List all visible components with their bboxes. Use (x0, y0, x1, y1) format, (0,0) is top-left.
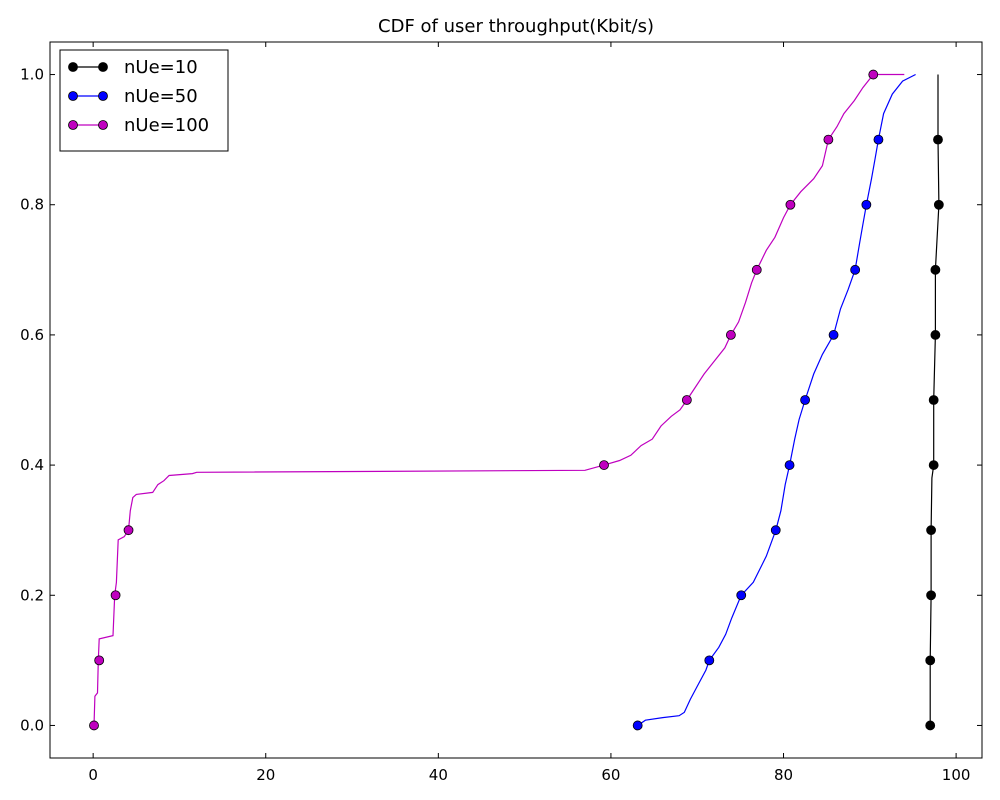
data-point (926, 721, 935, 730)
data-point (682, 396, 691, 405)
data-point (771, 526, 780, 535)
data-point (752, 265, 761, 274)
data-point (786, 200, 795, 209)
data-point (824, 135, 833, 144)
data-point (851, 265, 860, 274)
chart-title: CDF of user throughput(Kbit/s) (378, 16, 654, 37)
y-tick-label: 0.8 (20, 196, 44, 214)
data-point (934, 200, 943, 209)
data-point (862, 200, 871, 209)
data-point (600, 461, 609, 470)
data-point (785, 461, 794, 470)
data-point (801, 396, 810, 405)
data-point (705, 656, 714, 665)
data-point (829, 330, 838, 339)
data-point (95, 656, 104, 665)
legend-label: nUe=100 (124, 115, 209, 136)
legend: nUe=10 nUe=50 nUe=100 (60, 50, 228, 151)
data-point (929, 461, 938, 470)
data-point (633, 721, 642, 730)
y-tick-label: 0.4 (20, 456, 44, 474)
data-point (124, 526, 133, 535)
x-tick-label: 100 (942, 766, 971, 784)
legend-marker (69, 121, 78, 130)
legend-marker (69, 63, 78, 72)
data-point (931, 330, 940, 339)
x-tick-label: 20 (256, 766, 275, 784)
y-tick-label: 1.0 (20, 66, 44, 84)
y-tick-label: 0.6 (20, 326, 44, 344)
legend-marker (99, 92, 108, 101)
data-point (111, 591, 120, 600)
data-point (737, 591, 746, 600)
data-point (931, 265, 940, 274)
x-tick-label: 60 (601, 766, 620, 784)
legend-marker (69, 92, 78, 101)
legend-marker (99, 121, 108, 130)
y-tick-label: 0.0 (20, 716, 44, 734)
x-tick-label: 80 (774, 766, 793, 784)
data-point (726, 330, 735, 339)
x-tick-label: 0 (88, 766, 98, 784)
data-point (927, 591, 936, 600)
y-tick-label: 0.2 (20, 586, 44, 604)
data-point (926, 656, 935, 665)
data-point (874, 135, 883, 144)
legend-label: nUe=10 (124, 57, 198, 78)
data-point (933, 135, 942, 144)
legend-label: nUe=50 (124, 86, 198, 107)
data-point (869, 70, 878, 79)
data-point (929, 396, 938, 405)
data-point (90, 721, 99, 730)
legend-marker (99, 63, 108, 72)
x-tick-label: 40 (429, 766, 448, 784)
data-point (927, 526, 936, 535)
